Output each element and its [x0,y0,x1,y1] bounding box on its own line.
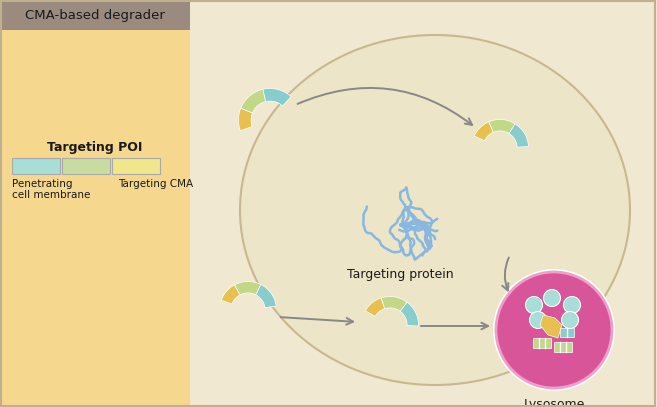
Polygon shape [365,298,385,317]
Polygon shape [256,284,276,308]
Bar [0,0,190,30]
Text: Penetrating: Penetrating [12,179,72,189]
Polygon shape [221,285,240,304]
Text: cell membrane: cell membrane [12,190,91,200]
Polygon shape [263,88,291,106]
Polygon shape [540,315,562,338]
Text: Targeting POI: Targeting POI [47,142,143,155]
Ellipse shape [240,35,630,385]
Bar [533,338,551,348]
Polygon shape [489,120,515,133]
Polygon shape [235,282,261,295]
Bar [190,0,657,407]
Text: CMA-based degrader: CMA-based degrader [25,9,165,22]
FancyBboxPatch shape [62,158,110,174]
Text: Targeting CMA: Targeting CMA [118,179,193,189]
Circle shape [564,297,581,313]
Bar [554,342,572,352]
Polygon shape [400,302,419,326]
Text: Targeting protein: Targeting protein [347,268,453,281]
Polygon shape [241,89,265,113]
Circle shape [562,311,579,328]
Circle shape [530,311,547,328]
Polygon shape [474,122,493,141]
Polygon shape [509,124,528,147]
Bar [560,328,574,337]
Polygon shape [381,297,407,311]
Bar [0,0,190,407]
Polygon shape [238,108,252,131]
FancyBboxPatch shape [112,158,160,174]
Text: Lysosome: Lysosome [524,398,585,407]
FancyBboxPatch shape [12,158,60,174]
Circle shape [543,289,560,306]
Circle shape [493,269,615,391]
Circle shape [526,297,543,313]
Circle shape [496,272,612,388]
